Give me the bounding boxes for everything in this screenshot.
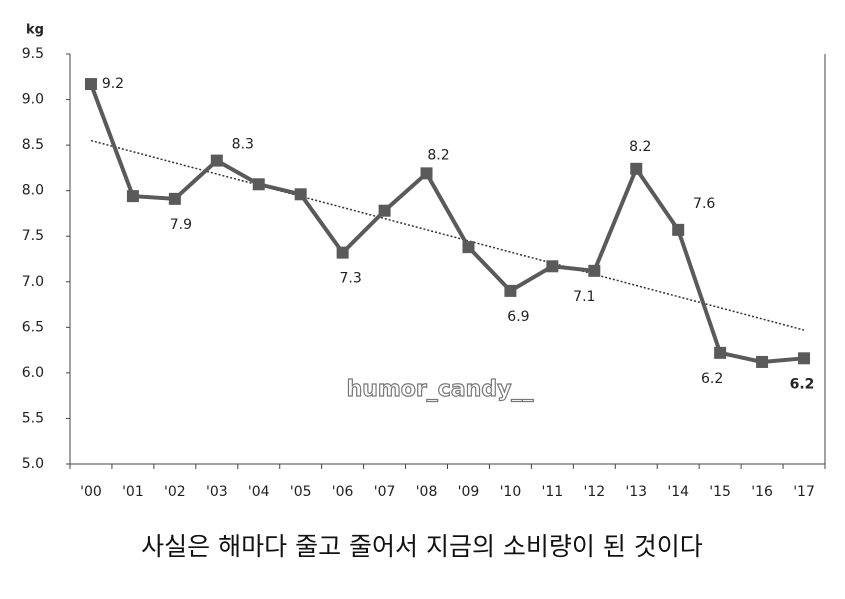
y-tick-label: 5.5 bbox=[22, 410, 44, 426]
x-tick-label: '07 bbox=[374, 484, 396, 500]
x-tick-label: '17 bbox=[793, 484, 815, 500]
x-tick-label: '05 bbox=[290, 484, 312, 500]
trend-line bbox=[90, 139, 805, 331]
x-tick-label: '16 bbox=[751, 484, 773, 500]
data-label: 7.6 bbox=[693, 196, 715, 212]
y-tick-label: 9.0 bbox=[22, 92, 44, 108]
y-tick-label: 8.5 bbox=[22, 137, 44, 153]
data-label: 9.2 bbox=[102, 76, 124, 92]
y-axis-label: kg bbox=[26, 23, 44, 38]
point-marker bbox=[630, 162, 643, 175]
data-label: 6.2 bbox=[790, 376, 815, 392]
y-tick-label: 9.5 bbox=[22, 46, 44, 62]
x-tick-label: '09 bbox=[458, 484, 480, 500]
x-tick-label: '08 bbox=[416, 484, 438, 500]
caption: 사실은 해마다 줄고 줄어서 지금의 소비량이 된 것이다 bbox=[141, 532, 703, 561]
point-marker bbox=[798, 352, 811, 365]
point-marker bbox=[378, 204, 391, 217]
point-marker bbox=[546, 260, 559, 273]
data-label: 7.9 bbox=[170, 217, 192, 233]
x-tick-label: '11 bbox=[542, 484, 564, 500]
y-tick-label: 5.0 bbox=[22, 456, 44, 472]
y-tick-label: 8.0 bbox=[22, 183, 44, 199]
point-marker bbox=[756, 355, 769, 368]
x-tick-label: '14 bbox=[667, 484, 689, 500]
data-label: 6.9 bbox=[507, 309, 529, 325]
x-tick-label: '06 bbox=[332, 484, 354, 500]
point-marker bbox=[588, 264, 601, 277]
y-tick-label: 7.0 bbox=[22, 274, 44, 290]
point-marker bbox=[504, 284, 517, 297]
point-marker bbox=[714, 346, 727, 359]
point-marker bbox=[672, 223, 685, 236]
x-tick-label: '12 bbox=[583, 484, 605, 500]
data-label: 8.2 bbox=[427, 147, 449, 163]
data-label: 6.2 bbox=[701, 371, 723, 387]
x-tick-label: '13 bbox=[625, 484, 647, 500]
y-tick-label: 6.5 bbox=[22, 319, 44, 335]
data-label: 7.1 bbox=[573, 289, 595, 305]
data-label: 7.3 bbox=[340, 271, 362, 287]
point-marker bbox=[252, 178, 265, 191]
watermark: humor_candy__ bbox=[347, 377, 534, 402]
x-tick-label: '00 bbox=[80, 484, 102, 500]
plot-frame bbox=[69, 54, 826, 465]
point-marker bbox=[168, 192, 181, 205]
y-tick-label: 6.0 bbox=[22, 365, 44, 381]
data-label: 8.3 bbox=[232, 137, 254, 153]
x-tick-label: '15 bbox=[709, 484, 731, 500]
point-marker bbox=[294, 188, 307, 201]
point-marker bbox=[336, 246, 349, 259]
series-line bbox=[89, 83, 805, 364]
data-label: 8.2 bbox=[629, 139, 651, 155]
x-tick-label: '02 bbox=[164, 484, 186, 500]
x-tick-label: '10 bbox=[500, 484, 522, 500]
point-marker bbox=[84, 78, 97, 91]
point-marker bbox=[462, 241, 475, 254]
point-marker bbox=[126, 190, 139, 203]
y-tick-label: 7.5 bbox=[22, 228, 44, 244]
point-marker bbox=[210, 154, 223, 167]
x-tick-label: '03 bbox=[206, 484, 228, 500]
x-tick-label: '04 bbox=[248, 484, 270, 500]
point-marker bbox=[420, 167, 433, 180]
x-tick-label: '01 bbox=[122, 484, 144, 500]
